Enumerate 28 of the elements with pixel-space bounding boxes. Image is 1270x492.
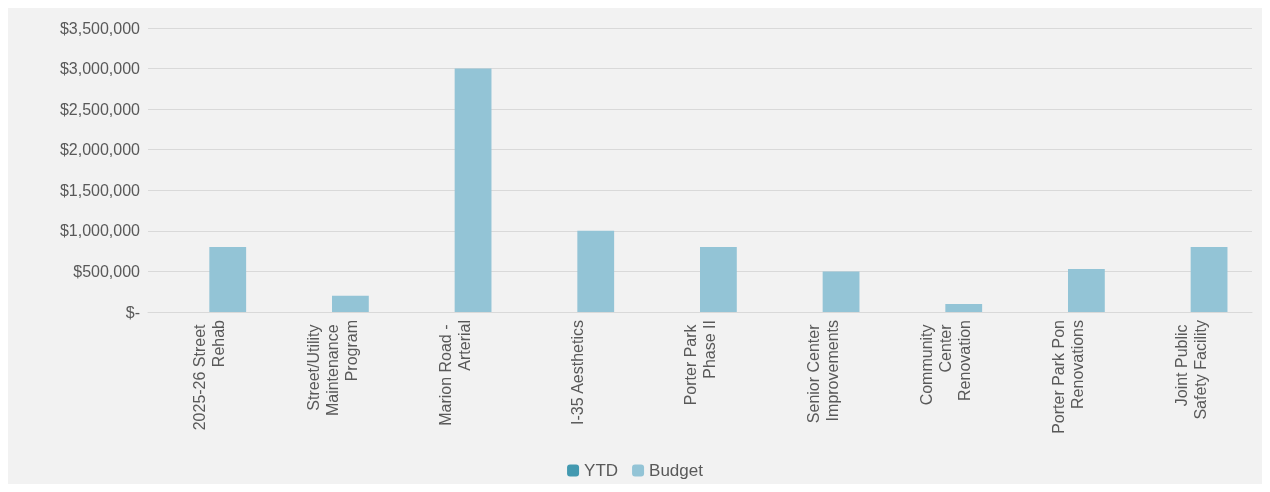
bar xyxy=(945,303,983,312)
x-tick-label: Porter Park Pon Renovations xyxy=(1050,320,1086,434)
bar xyxy=(700,247,737,312)
bar xyxy=(454,68,492,312)
bar xyxy=(1068,268,1105,312)
legend-label: YTD xyxy=(584,461,619,480)
x-tick-label: I-35 Aesthetics xyxy=(568,320,586,425)
bar xyxy=(822,271,860,312)
bar xyxy=(332,295,369,312)
x-tick-label: Community Center Renovation xyxy=(917,320,973,406)
bar xyxy=(209,247,247,312)
bar xyxy=(1190,247,1228,312)
y-tick-label: $2,500,000 xyxy=(59,100,141,118)
x-tick-label: Senior Center Improvements xyxy=(804,320,841,424)
y-tick-label: $500,000 xyxy=(73,262,141,280)
x-tick-label: Street/Utility Maintenance Program xyxy=(304,320,360,417)
y-tick-label: $- xyxy=(125,303,140,321)
legend-label: Budget xyxy=(649,461,704,480)
x-tick-label: Marion Road - Arterial xyxy=(436,320,473,426)
y-tick-label: $1,000,000 xyxy=(59,222,141,240)
y-tick-label: $2,000,000 xyxy=(59,141,141,159)
y-tick-label: $3,500,000 xyxy=(59,19,141,37)
x-tick-label: Porter Park Phase II xyxy=(682,320,718,406)
y-tick-label: $3,000,000 xyxy=(59,60,141,78)
x-tick-label: 2025-26 Street Rehab xyxy=(191,319,228,431)
x-tick-label: Joint Public Safety Facility xyxy=(1172,320,1209,420)
bar xyxy=(577,230,615,312)
y-tick-label: $1,500,000 xyxy=(59,181,141,199)
